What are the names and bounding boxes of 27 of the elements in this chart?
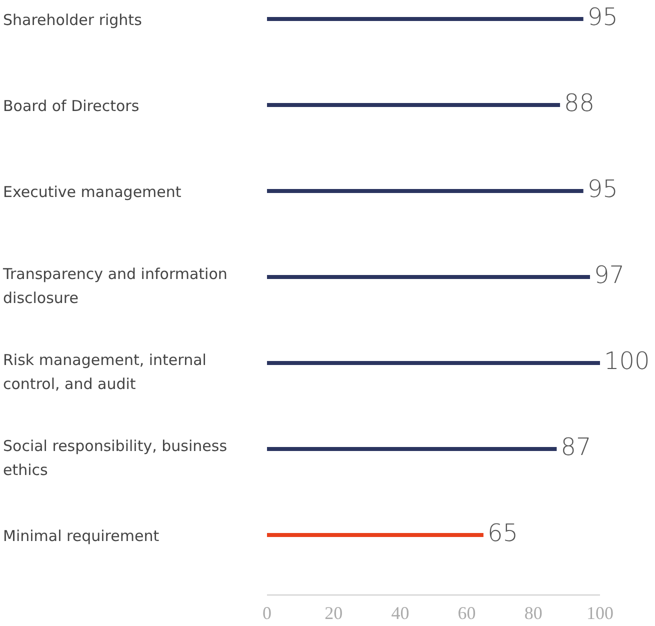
data-label: 95 [587,3,618,31]
y-tick-label: Minimal requirement [3,527,160,545]
bar [267,533,484,537]
bar [267,189,584,193]
data-label: 88 [564,89,595,117]
bar [267,361,600,365]
data-label: 100 [604,347,650,375]
bar [267,447,557,451]
bar [267,17,584,21]
x-tick-label: 0 [262,603,272,623]
y-tick-label: Shareholder rights [3,11,142,29]
y-tick-label: Board of Directors [3,97,140,115]
data-label: 65 [487,519,518,547]
y-tick-label: Transparency and information disclosure [2,265,228,307]
bar [267,103,560,107]
bar [267,275,590,279]
data-label: 95 [587,175,618,203]
data-label: 87 [560,433,592,461]
y-tick-label: Social responsibility, business ethics [3,437,228,479]
y-tick-label: Executive management [3,183,182,201]
x-tick-label: 40 [391,603,410,623]
x-tick-label: 60 [458,603,476,623]
y-tick-label: Risk management, internal control, and audit [3,351,206,393]
x-tick-label: 80 [524,603,542,623]
x-tick-label: 20 [324,603,343,623]
data-label: 97 [594,261,625,289]
x-tick-label: 100 [586,603,614,623]
